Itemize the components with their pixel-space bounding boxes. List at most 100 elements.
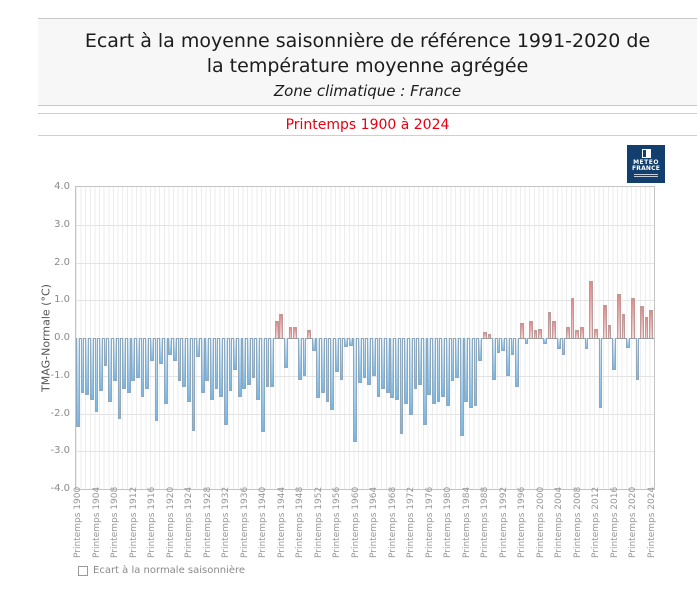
bar-2011 (589, 281, 593, 338)
period-label: Printemps 1900 à 2024 (285, 117, 450, 133)
x-tick-label: Printemps 2016 (609, 486, 620, 558)
bar-2007 (570, 298, 575, 338)
x-tick-label: Printemps 1904 (91, 486, 102, 558)
bar-2017 (617, 293, 621, 338)
bar-1967 (385, 338, 390, 393)
bar-1962 (362, 338, 367, 378)
gridline (76, 262, 654, 264)
bar-1908 (112, 338, 117, 382)
bar-2012 (593, 328, 598, 338)
bar-1979 (441, 338, 446, 397)
bar-1972 (408, 338, 413, 416)
bar-1939 (256, 338, 261, 401)
bar-1944 (279, 313, 284, 338)
x-tick-label: Printemps 1960 (350, 486, 361, 558)
bar-1984 (464, 338, 469, 403)
y-tick-label: -3.0 (50, 445, 70, 457)
bar-1966 (381, 338, 385, 389)
bar-2019 (626, 338, 630, 349)
bar-1975 (422, 338, 427, 425)
x-tick-label: Printemps 2020 (628, 486, 639, 558)
x-tick-label: Printemps 2012 (591, 486, 602, 558)
x-tick-label: Printemps 2024 (646, 486, 657, 558)
bar-1931 (219, 338, 224, 397)
bar-1960 (353, 338, 358, 442)
bar-1943 (274, 321, 279, 338)
bar-1906 (103, 338, 108, 367)
bar-2015 (607, 324, 612, 338)
y-tick-label: 1.0 (54, 294, 70, 306)
bar-1981 (450, 338, 455, 382)
y-tick-label: 4.0 (54, 181, 70, 192)
bar-1927 (200, 338, 205, 393)
bar-2013 (598, 338, 603, 408)
x-tick-label: Printemps 1912 (128, 486, 139, 558)
bar-1917 (154, 338, 159, 422)
bar-2003 (552, 321, 556, 338)
logo-text-meteo: METEO (633, 159, 659, 166)
bar-1935 (237, 338, 242, 397)
bar-1910 (122, 338, 126, 389)
x-tick-label: Printemps 1936 (239, 486, 250, 558)
bar-1958 (344, 338, 348, 348)
bar-1942 (270, 338, 274, 388)
bar-1963 (367, 338, 372, 386)
bar-2005 (561, 338, 566, 355)
logo-text-france: FRANCE (631, 165, 661, 172)
x-tick-label: Printemps 2004 (554, 486, 565, 558)
bar-1986 (473, 338, 478, 406)
bar-2010 (584, 338, 589, 350)
bar-1989 (487, 334, 492, 338)
x-tick-label: Printemps 1940 (258, 486, 269, 558)
y-tick-label: 0.0 (54, 332, 70, 343)
bar-1968 (390, 338, 395, 399)
x-tick-label: Printemps 1988 (480, 486, 491, 558)
bar-1919 (163, 338, 168, 405)
bar-1997 (524, 338, 529, 344)
bar-1914 (140, 338, 145, 397)
bar-1937 (247, 338, 251, 386)
bar-1946 (288, 326, 293, 338)
bar-1965 (376, 338, 381, 397)
bar-1918 (159, 338, 163, 365)
bar-1952 (316, 338, 321, 399)
bar-2002 (547, 311, 552, 338)
bar-1907 (108, 338, 113, 403)
bar-2020 (630, 298, 635, 338)
bar-1957 (339, 338, 344, 380)
bar-1992 (501, 338, 506, 352)
bar-1985 (469, 338, 473, 408)
bar-2001 (543, 338, 547, 344)
bar-1904 (94, 338, 99, 412)
bar-1969 (395, 338, 399, 401)
bar-1970 (399, 338, 404, 435)
bar-1936 (242, 338, 247, 389)
bar-2018 (621, 313, 626, 338)
x-tick-label: Printemps 1956 (332, 486, 343, 558)
x-tick-label: Printemps 1964 (369, 486, 380, 558)
bar-1996 (519, 322, 524, 338)
title-line2: la température moyenne agrégée (206, 55, 529, 77)
bar-1991 (496, 338, 501, 354)
bar-1978 (436, 338, 441, 403)
bar-1998 (529, 321, 533, 338)
bar-1983 (459, 338, 464, 437)
y-tick-label: -1.0 (50, 369, 70, 381)
bar-1933 (228, 338, 233, 391)
page-title: Ecart à la moyenne saisonnière de référe… (38, 29, 697, 79)
bar-1988 (482, 332, 487, 338)
bar-1912 (131, 338, 136, 382)
bar-1940 (260, 338, 265, 433)
bar-1941 (265, 338, 270, 388)
bar-1948 (297, 338, 302, 380)
bar-1905 (99, 338, 103, 391)
x-tick-label: Printemps 1948 (295, 486, 306, 558)
bar-1925 (191, 338, 196, 431)
y-tick-label: 3.0 (54, 218, 70, 230)
x-tick-label: Printemps 1932 (221, 486, 232, 558)
bar-1949 (302, 338, 307, 376)
bar-1938 (251, 338, 256, 378)
bar-1977 (432, 338, 436, 405)
bar-1993 (506, 338, 510, 376)
bar-1953 (321, 338, 325, 393)
